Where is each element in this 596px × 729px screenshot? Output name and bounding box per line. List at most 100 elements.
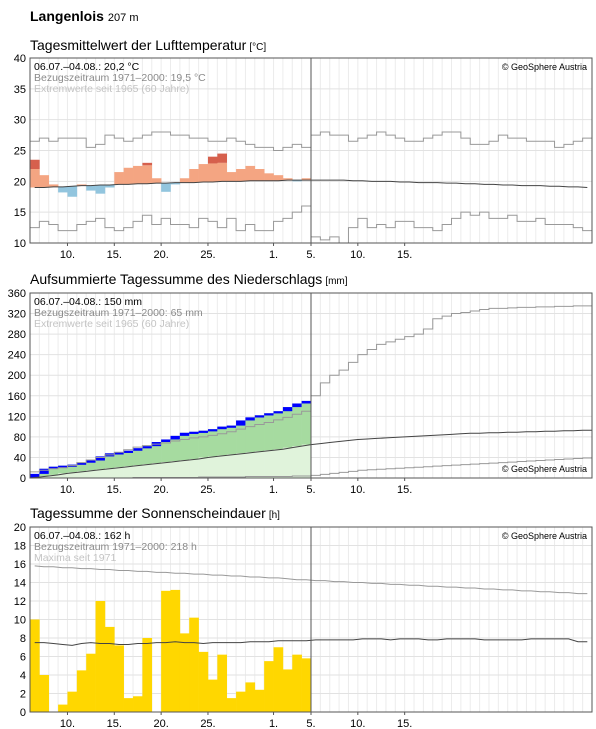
sunshine-bar <box>217 654 227 712</box>
precip-daily-step <box>292 403 302 408</box>
info-line: Bezugszeitraum 1971–2000: 19,5 °C <box>34 72 206 84</box>
record-min-line <box>30 205 592 244</box>
precip-above-normal <box>207 429 218 457</box>
precip-daily-step <box>179 432 190 436</box>
temperature-bar <box>226 172 237 182</box>
precip-above-normal <box>76 462 87 472</box>
precip-above-normal <box>292 403 302 447</box>
normal-area <box>292 446 302 478</box>
normal-area <box>104 468 115 478</box>
x-tick-label: 10. <box>60 718 75 729</box>
x-tick-label: 15. <box>107 718 122 729</box>
record-max-line <box>30 305 592 473</box>
temperature-bar <box>170 182 181 185</box>
sunshine-bar <box>67 691 78 712</box>
temperature-bar <box>245 165 256 181</box>
x-tick-label: 15. <box>107 249 122 261</box>
precip-above-normal <box>198 430 209 458</box>
normal-area <box>76 471 87 478</box>
x-tick-label: 25. <box>200 249 215 261</box>
info-line: Bezugszeitraum 1971–2000: 65 mm <box>34 307 203 319</box>
info-line: Maxima seit 1971 <box>34 552 116 564</box>
temperature-bar <box>48 184 59 187</box>
precip-daily-step <box>161 439 171 443</box>
temperature-bar-strong <box>30 159 40 169</box>
precip-above-normal <box>236 420 246 454</box>
normal-area <box>264 450 274 478</box>
sunshine-bar <box>207 679 218 712</box>
precip-above-normal <box>86 460 96 471</box>
temperature-bar <box>86 185 96 191</box>
temperature-bar <box>67 186 78 197</box>
y-tick-label: 20 <box>14 522 26 534</box>
precip-above-normal <box>123 450 134 467</box>
x-tick-label: 25. <box>200 718 215 729</box>
precip-above-normal <box>226 425 237 455</box>
temperature-bar <box>207 163 218 182</box>
chart-panel-2: 0 2 4 6 8 10 12 14 16 18 20 10. 15. 20. 25. 1. 5. 10. 15. 0… <box>14 522 593 729</box>
sunshine-bar <box>161 590 171 712</box>
precip-daily-step <box>30 473 40 478</box>
sunshine-bar <box>39 675 50 712</box>
temperature-bar <box>282 178 293 181</box>
precip-daily-step <box>86 460 96 463</box>
normal-area <box>133 465 143 478</box>
precip-above-normal <box>161 439 171 463</box>
sunshine-bar <box>30 619 40 712</box>
precip-above-normal <box>48 466 59 475</box>
temperature-bar <box>142 165 153 184</box>
temperature-bar <box>76 184 87 186</box>
x-tick-label: 25. <box>200 484 215 496</box>
station-header: Langenlois 207 m <box>30 8 138 24</box>
y-tick-label: 10 <box>14 615 26 627</box>
sunshine-bar <box>123 698 134 712</box>
temperature-bar <box>189 169 199 183</box>
temperature-bar <box>179 178 190 183</box>
sunshine-bar <box>264 661 274 712</box>
sunshine-unit: [h] <box>268 510 280 521</box>
temperature-bar-strong <box>217 153 227 163</box>
normal-area <box>161 462 171 478</box>
normal-area <box>179 460 190 478</box>
sunshine-bar <box>170 589 181 712</box>
precip-daily-step <box>114 452 124 455</box>
normal-area <box>282 447 293 478</box>
y-tick-label: 14 <box>14 578 26 590</box>
sunshine-bar <box>114 645 124 712</box>
normal-area <box>301 444 312 478</box>
record-min-line <box>30 457 592 479</box>
precip-above-normal <box>189 431 199 459</box>
temperature-bar <box>133 165 143 184</box>
temperature-bar-strong <box>207 156 218 164</box>
normal-area <box>151 463 162 478</box>
precip-daily-step <box>95 456 106 461</box>
x-tick-label: 1. <box>269 484 278 496</box>
precip-above-normal <box>67 464 78 473</box>
precip-daily-step <box>133 448 143 451</box>
sunshine-bar <box>292 654 302 712</box>
temperature-bar <box>254 169 265 181</box>
temperature-bar-strong <box>142 162 153 166</box>
temperature-bar <box>161 183 171 192</box>
precip-above-normal <box>264 413 274 451</box>
precip-above-normal <box>104 453 115 469</box>
precip-above-normal <box>282 407 293 448</box>
temperature-bar <box>217 162 227 182</box>
precip-above-normal <box>170 435 181 462</box>
copyright-label: © GeoSphere Austria <box>502 62 587 72</box>
y-tick-label: 80 <box>14 432 26 444</box>
x-tick-label: 1. <box>269 249 278 261</box>
sunshine-bar <box>301 658 312 712</box>
info-line: 06.07.–04.08.: 162 h <box>34 530 130 542</box>
x-tick-label: 10. <box>350 718 365 729</box>
precip-daily-step <box>142 446 153 449</box>
sunshine-bar <box>104 626 115 712</box>
temperature-bar <box>264 173 274 181</box>
x-tick-label: 15. <box>397 718 412 729</box>
precip-above-normal <box>142 446 153 465</box>
normal-area <box>123 466 134 478</box>
y-tick-label: 200 <box>8 370 26 382</box>
y-tick-label: 360 <box>8 288 26 300</box>
y-tick-label: 0 <box>20 707 26 719</box>
